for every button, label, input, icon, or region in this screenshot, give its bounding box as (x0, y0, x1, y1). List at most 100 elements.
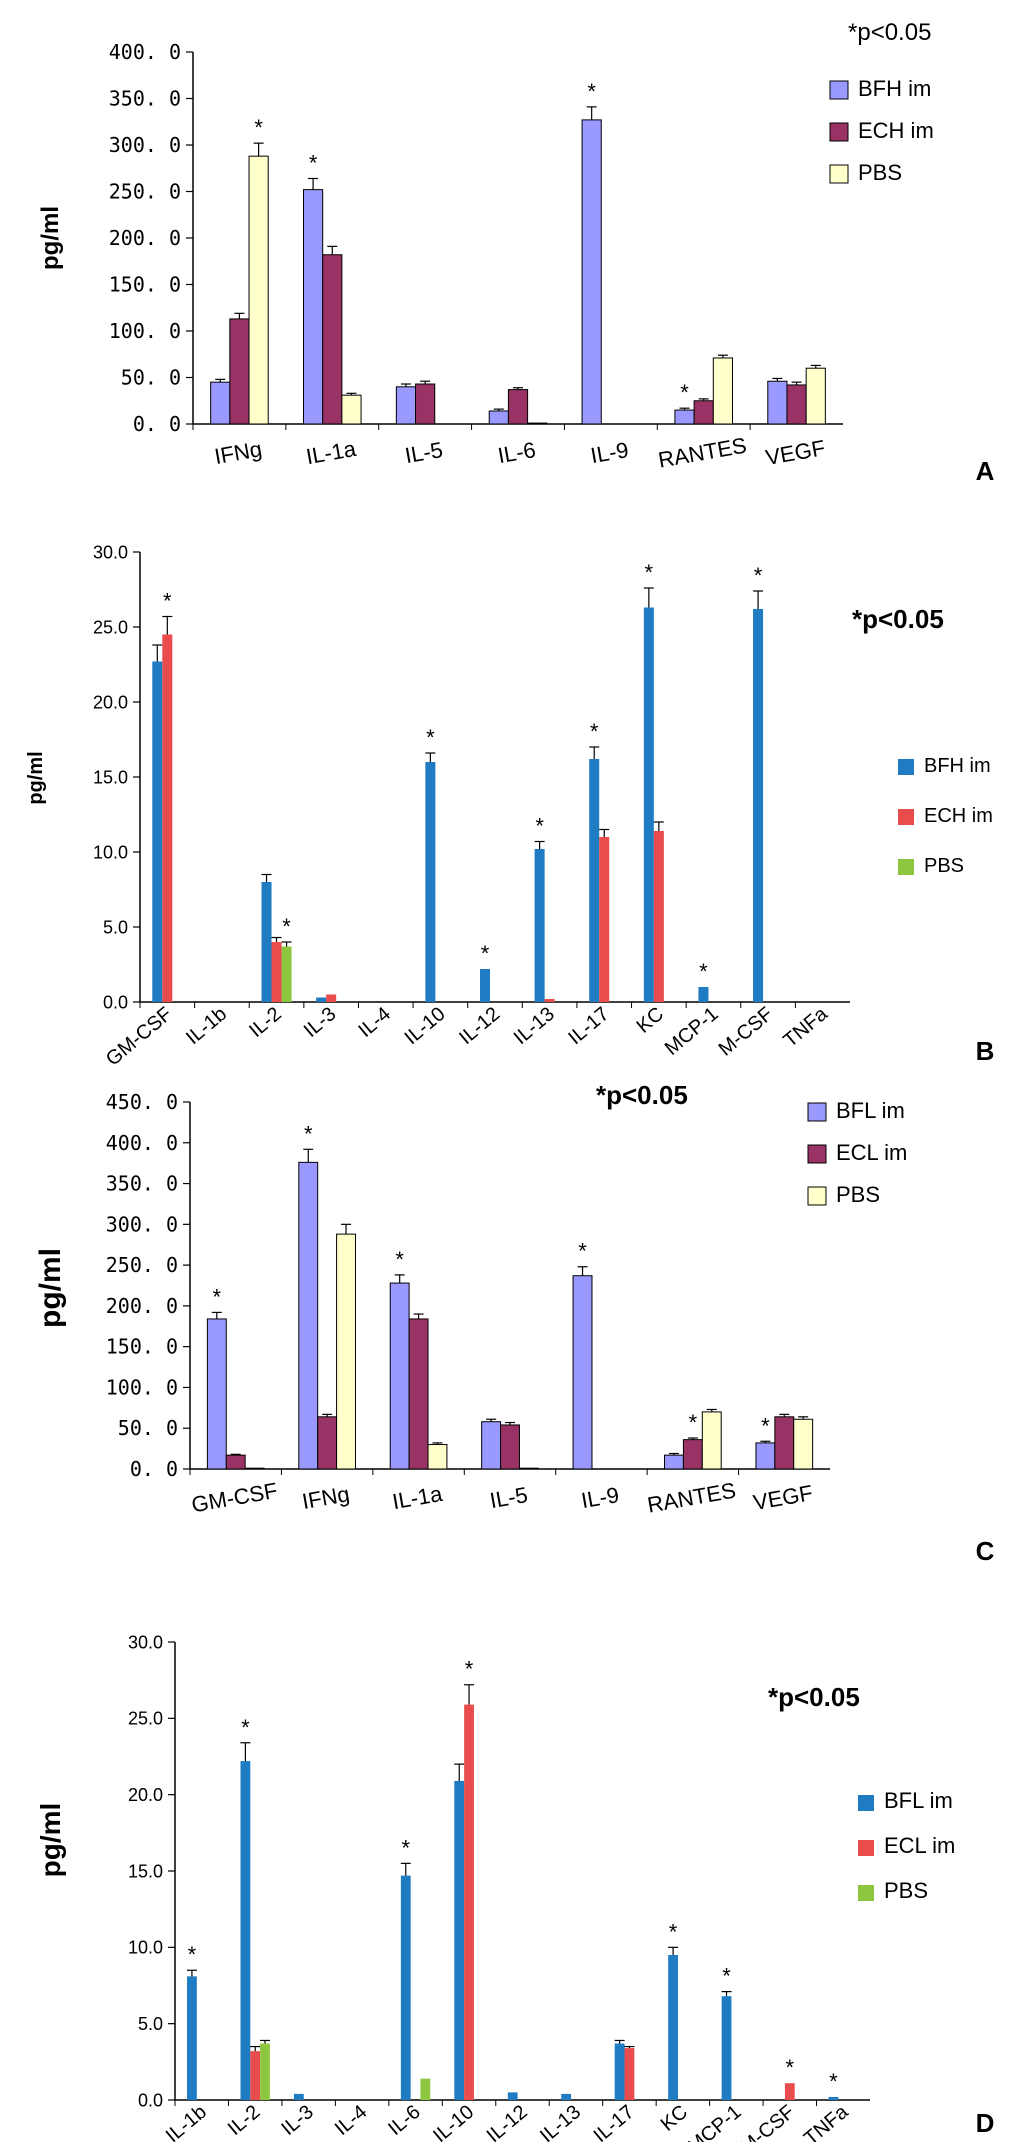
legend-label: ECH im (924, 805, 993, 827)
y-tick-label: 15.0 (128, 1861, 163, 1881)
category-label: IL-10 (429, 2101, 478, 2142)
category-label: IL-12 (455, 1003, 504, 1049)
y-tick-label: 30.0 (93, 542, 128, 562)
bar (767, 380, 788, 425)
category-label: VEGF (751, 1480, 814, 1515)
bar (420, 2078, 431, 2100)
legend-label: ECL im (884, 1833, 955, 1858)
legend-swatch (898, 759, 914, 775)
bar (298, 1161, 319, 1470)
legend-swatch (858, 1795, 874, 1811)
legend-swatch (858, 1840, 874, 1856)
y-tick-label: 0. 0 (133, 412, 181, 436)
bar (507, 389, 529, 425)
bar (653, 831, 664, 1002)
bar (261, 882, 272, 1002)
panel-a: 0. 0 50. 0 100. 0 150. 0 200. 0 250. 0 300. 0 3… (0, 0, 1024, 510)
bar (712, 357, 733, 425)
legend-swatch (807, 1144, 827, 1164)
bar (572, 1275, 593, 1470)
bar (693, 400, 714, 425)
category-label: IL-4 (354, 1003, 395, 1042)
bar (534, 849, 545, 1002)
bar (427, 1444, 448, 1470)
y-tick-label: 15.0 (93, 767, 128, 787)
bar (664, 1454, 684, 1470)
legend-label: BFL im (836, 1098, 905, 1123)
bar (518, 1467, 539, 1470)
bar (336, 1233, 356, 1470)
bar (701, 1411, 722, 1470)
significance-star: * (401, 1835, 410, 1860)
category-label: IL-5 (488, 1482, 530, 1513)
category-label: M-CSF (715, 1003, 778, 1061)
y-tick-label: 5.0 (103, 917, 128, 937)
y-tick-label: 150. 0 (106, 1335, 178, 1359)
category-label: IL-1b (162, 2101, 211, 2142)
y-tick-label: 350. 0 (109, 87, 181, 111)
bar (229, 318, 250, 425)
significance-annotation: *p<0.05 (848, 19, 931, 46)
bar (152, 661, 163, 1002)
significance-star: * (395, 1247, 404, 1272)
y-tick-label: 150. 0 (109, 273, 181, 297)
legend-swatch (829, 122, 849, 142)
legend-label: ECH im (858, 118, 934, 143)
y-tick-label: 200. 0 (106, 1294, 178, 1318)
legend-swatch (898, 809, 914, 825)
bar (454, 1780, 465, 2100)
significance-star: * (535, 814, 544, 839)
significance-star: * (761, 1413, 770, 1438)
significance-star: * (213, 1284, 222, 1309)
y-tick-label: 10.0 (93, 842, 128, 862)
category-label: IL-12 (483, 2101, 532, 2142)
category-label: IFNg (300, 1481, 351, 1514)
bar (479, 969, 490, 1002)
category-label: IL-6 (384, 2101, 425, 2140)
category-label: IL-10 (401, 1003, 450, 1049)
bar (248, 155, 269, 425)
category-label: IL-13 (510, 1003, 559, 1049)
bar (774, 1416, 795, 1470)
bar (755, 1442, 776, 1470)
legend-swatch (807, 1186, 827, 1206)
significance-star: * (304, 1121, 313, 1146)
significance-star: * (282, 914, 291, 939)
chart-d: 0.0 5.0 10.0 15.0 20.0 25.0 30.0 pg/ml IL-1b * IL-… (35, 1632, 994, 2142)
bar (507, 2092, 518, 2100)
bar (225, 1454, 246, 1470)
bar (281, 946, 292, 1002)
category-label: RANTES (645, 1478, 737, 1518)
significance-star: * (465, 1657, 474, 1682)
category-label: KC (633, 1003, 668, 1038)
panel-c: 0. 0 50. 0 100. 0 150. 0 200. 0 250. 0 300. 0 3… (0, 1070, 1024, 1570)
y-tick-label: 20.0 (93, 692, 128, 712)
panel-letter: A (976, 456, 995, 486)
category-label: IL-9 (579, 1482, 621, 1513)
bar (395, 386, 417, 425)
category-label: IL-2 (245, 1003, 286, 1042)
bar (250, 2051, 261, 2100)
bar (544, 999, 555, 1002)
y-tick-label: 300. 0 (106, 1212, 178, 1236)
significance-star: * (587, 79, 596, 104)
y-axis-label: pg/ml (34, 1248, 67, 1328)
bar (322, 254, 343, 425)
y-tick-label: 30.0 (128, 1632, 163, 1652)
y-axis-label: pg/ml (37, 206, 64, 270)
chart-b: 0.0 5.0 10.0 15.0 20.0 25.0 30.0 pg/ml GM-CSF * IL… (25, 542, 994, 1070)
bar (682, 1439, 703, 1470)
bar (561, 2093, 572, 2100)
category-label: IL-2 (224, 2101, 265, 2140)
significance-star: * (689, 1410, 698, 1435)
bar (805, 367, 826, 425)
bar (206, 1318, 227, 1470)
bar (784, 2083, 795, 2100)
y-tick-label: 400. 0 (109, 40, 181, 64)
bar (500, 1424, 520, 1470)
category-label: IL-13 (536, 2101, 585, 2142)
bar (793, 1418, 814, 1470)
bar (244, 1467, 265, 1470)
bar (624, 2048, 635, 2100)
